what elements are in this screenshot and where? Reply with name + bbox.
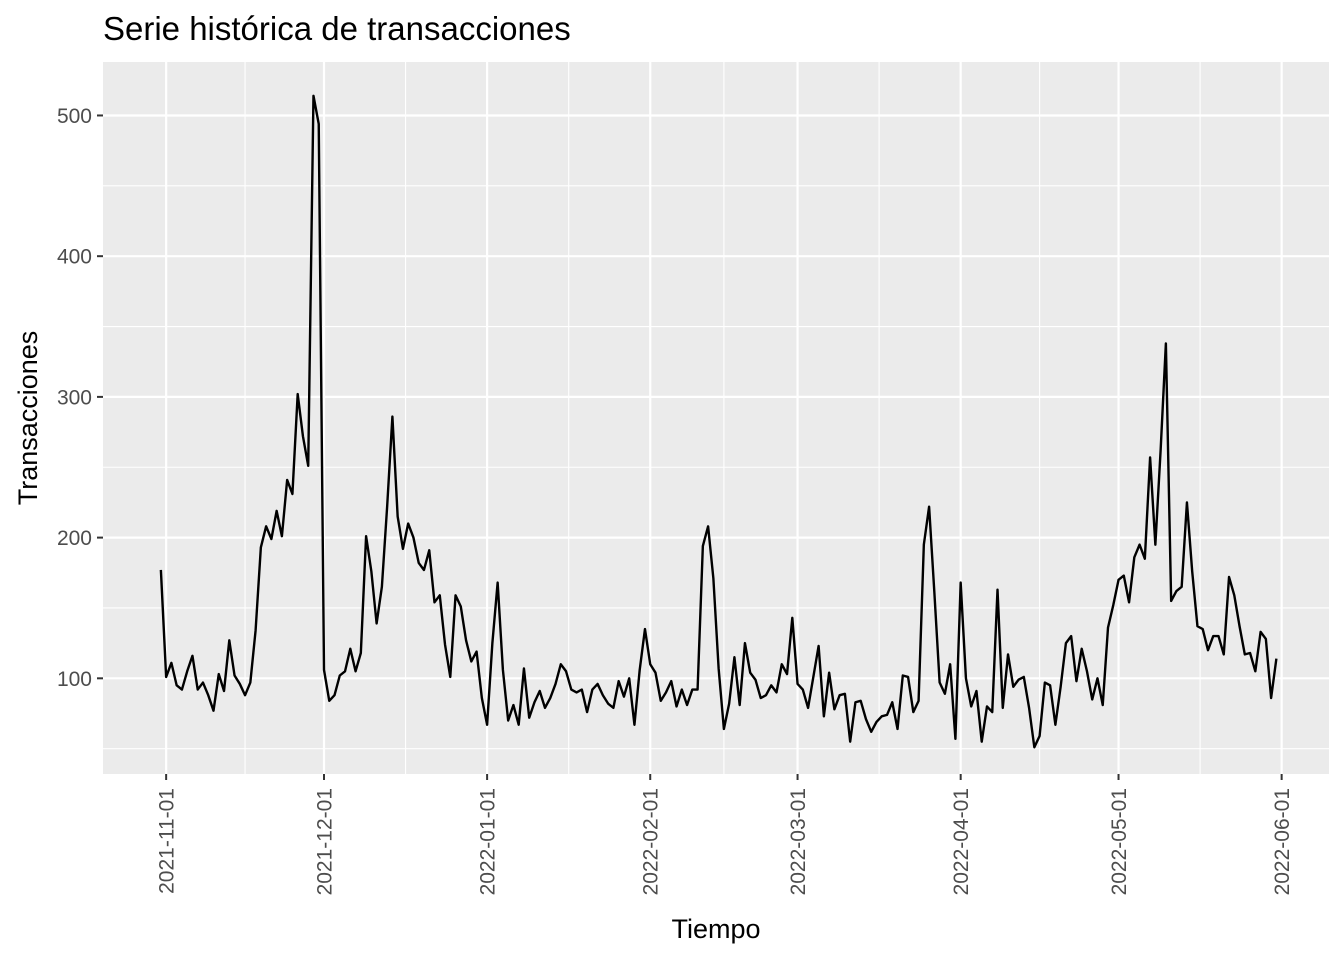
plot-panel: [103, 62, 1329, 774]
y-tick-label-3: 400: [57, 246, 92, 269]
chart-title: Serie histórica de transacciones: [103, 10, 571, 47]
x-tick-label-6: 2022-05-01: [1108, 788, 1131, 895]
x-tick-label-4: 2022-03-01: [787, 788, 810, 895]
y-tick-label-1: 200: [57, 527, 92, 550]
y-tick-label-0: 100: [57, 668, 92, 691]
x-tick-label-3: 2022-02-01: [640, 788, 663, 895]
minor-gridlines: [103, 62, 1329, 774]
x-tick-label-7: 2022-06-01: [1271, 788, 1294, 895]
x-tick-label-2: 2022-01-01: [477, 788, 500, 895]
x-tick-label-5: 2022-04-01: [950, 788, 973, 895]
y-tick-label-2: 300: [57, 386, 92, 409]
y-tick-label-4: 500: [57, 105, 92, 128]
major-gridlines: [103, 62, 1329, 774]
y-axis: 100 200 300 400 500: [57, 105, 103, 691]
series-line-transacciones: [159, 94, 1278, 749]
x-tick-label-1: 2021-12-01: [313, 788, 336, 895]
x-axis: 2021-11-01 2021-12-01 2022-01-01 2022-02-01…: [156, 774, 1294, 895]
y-axis-title: Transacciones: [13, 331, 43, 506]
x-axis-title: Tiempo: [671, 914, 760, 944]
x-tick-label-0: 2021-11-01: [156, 788, 179, 894]
